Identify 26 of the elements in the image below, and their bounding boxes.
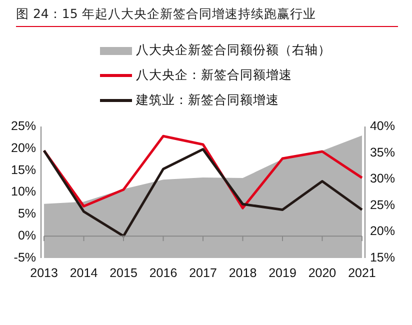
x-tick-label: 2017 (189, 266, 217, 280)
y-tick-label: -5% (14, 250, 36, 264)
y-tick-label: 25% (10, 118, 36, 133)
x-tick-label: 2021 (348, 266, 376, 280)
y2-tick-label: 30% (370, 172, 396, 186)
y-tick-label: 20% (10, 140, 36, 155)
legend-label: 八大央企新签合同额份额（右轴） (136, 42, 331, 59)
y2-tick-label: 35% (370, 145, 396, 160)
x-tick-label: 2019 (268, 266, 296, 280)
x-tick-label: 2016 (149, 266, 178, 280)
x-tick-label: 2015 (110, 266, 138, 280)
x-tick-label: 2014 (70, 266, 98, 280)
y2-tick-label: 15% (370, 250, 396, 264)
y-tick-label: 5% (18, 206, 36, 221)
y-tick-label: 10% (10, 184, 36, 199)
legend-label: 八大央企：新签合同额增速 (136, 67, 292, 84)
y-tick-label: 15% (10, 162, 36, 177)
x-tick-label: 2013 (30, 266, 58, 280)
y2-tick-label: 20% (370, 224, 396, 238)
y2-tick-label: 40% (370, 118, 396, 133)
x-tick-label: 2018 (228, 266, 257, 280)
legend-label: 建筑业：新签合同额增速 (136, 92, 279, 109)
chart-title: 图 24：15 年起八大央企新签合同增速持续跑赢行业 (16, 6, 316, 23)
x-tick-label: 2020 (308, 266, 336, 280)
y-tick-label: 0% (18, 228, 36, 243)
y2-tick-label: 25% (370, 198, 396, 212)
